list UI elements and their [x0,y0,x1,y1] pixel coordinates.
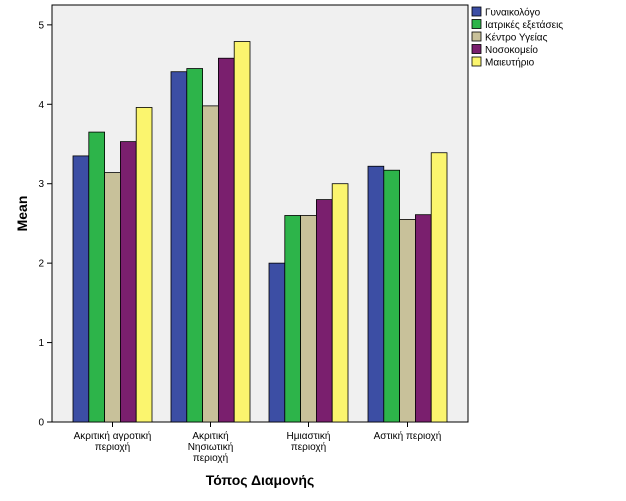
bar-1-4 [367,165,385,423]
bar-5-1 [135,107,153,423]
bar-1-1 [72,155,90,423]
bar-2-3 [284,215,301,423]
category-label: Ακριτική αγροτική [74,430,152,442]
legend-label: Νοσοκομείο [485,44,538,56]
bar-3-4 [399,219,416,423]
bar-1-2 [170,71,188,423]
category-label: περιοχή [95,441,130,453]
x-axis: Ακριτική αγροτικήπεριοχήΑκριτικήΝησιωτικ… [74,422,442,464]
legend-swatch [471,31,482,42]
bar-5-3 [331,183,349,423]
legend-label: Ιατρικές εξετάσεις [485,19,563,31]
bar-4-3 [315,199,333,423]
y-tick-label: 1 [38,338,44,349]
bar-3-1 [104,172,121,423]
legend-swatch [471,56,482,67]
y-axis-title: Mean [14,196,30,232]
category-label: Ημιαστική [287,430,331,442]
y-tick-label: 4 [38,100,44,111]
y-tick-label: 3 [38,179,44,190]
bar-4-4 [414,214,432,423]
category-label: Αστική περιοχή [374,430,442,442]
bar-3-2 [202,105,219,423]
bar-5-2 [233,41,251,423]
legend-swatch [471,19,482,29]
legend-label: Κέντρο Υγείας [485,32,548,44]
legend-swatch [471,6,482,17]
category-label: Ακριτική [192,430,228,442]
y-tick-label: 5 [38,20,44,31]
y-tick-label: 2 [38,259,44,270]
y-tick-label: 0 [38,418,44,429]
legend-swatch [471,44,482,54]
bar-2-1 [88,131,106,423]
legend-label: Γυναικολόγο [485,7,541,19]
bar-4-2 [217,57,235,423]
bar-2-2 [186,68,204,423]
bar-5-4 [430,152,448,423]
bar-4-1 [120,141,137,423]
bars-group [72,41,448,423]
bar-3-3 [300,215,317,423]
y-axis: 0 1 2 3 4 5 [38,20,52,429]
x-axis-title: Τόπος Διαμονής [206,472,315,488]
category-label: Νησιωτική [188,441,234,453]
bar-2-4 [383,169,400,423]
bar-1-3 [268,262,286,423]
legend-label: Μαιευτήριο [485,57,535,69]
category-label: περιοχή [193,452,228,464]
category-label: περιοχή [291,441,326,453]
